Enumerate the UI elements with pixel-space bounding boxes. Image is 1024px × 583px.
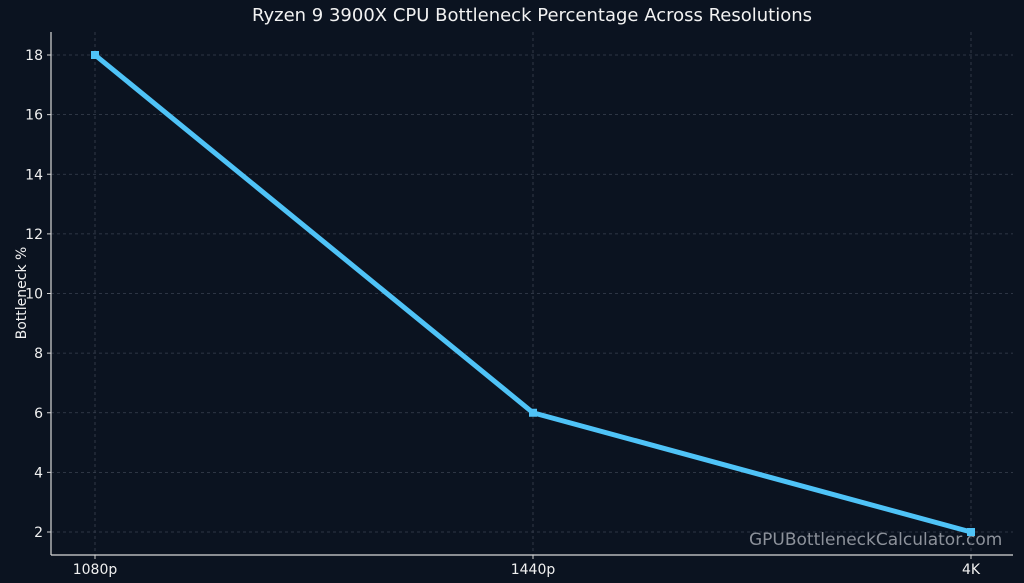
- data-point-marker: [967, 528, 975, 536]
- y-tick-label: 2: [34, 525, 43, 541]
- watermark: GPUBottleneckCalculator.com: [749, 530, 1003, 550]
- x-tick-label: 1080p: [73, 562, 118, 578]
- y-tick-label: 12: [25, 227, 43, 243]
- y-tick-label: 4: [34, 465, 43, 481]
- x-tick-label: 4K: [962, 562, 981, 578]
- tick-labels: 2 4 6 8 10 12 14 16 18 1080p 1440p 4K: [25, 48, 981, 578]
- x-tick-label: 1440p: [511, 562, 556, 578]
- axes: [47, 32, 1013, 559]
- chart-title: Ryzen 9 3900X CPU Bottleneck Percentage …: [251, 5, 813, 26]
- y-tick-label: 10: [25, 287, 43, 303]
- y-tick-label: 18: [25, 48, 43, 64]
- data-point-marker: [91, 51, 99, 59]
- y-tick-label: 8: [34, 346, 43, 362]
- y-tick-label: 16: [25, 108, 43, 124]
- y-tick-label: 6: [34, 406, 43, 422]
- data-series: [91, 51, 975, 536]
- y-tick-label: 14: [25, 167, 43, 183]
- data-point-marker: [529, 408, 537, 417]
- grid-lines: [51, 32, 1013, 555]
